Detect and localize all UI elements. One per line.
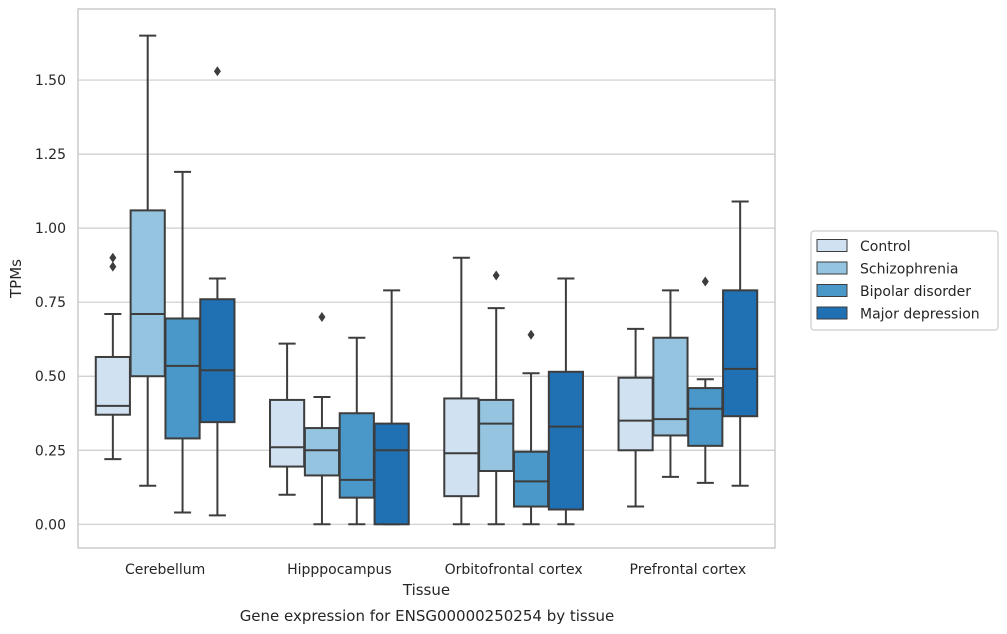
box-body	[722, 289, 759, 418]
box-bipolar-disorder	[338, 336, 375, 526]
y-tick-label: 0.75	[35, 295, 66, 311]
box-body	[303, 427, 341, 477]
box-body	[652, 336, 689, 437]
box-body	[547, 370, 584, 511]
outlier-point	[318, 312, 326, 322]
box-body	[617, 376, 654, 452]
box-body	[199, 298, 236, 424]
chart-caption: Gene expression for ENSG00000250254 by t…	[240, 607, 615, 625]
box-bipolar-disorder	[164, 170, 201, 514]
legend-label: Control	[860, 239, 911, 255]
y-axis-ticks: 0.00 0.25 0.50 0.75 1.00 1.25 1.50	[35, 73, 66, 533]
legend-label: Major depression	[860, 307, 980, 323]
outlier-point	[701, 276, 709, 287]
box-control	[443, 256, 480, 526]
x-tick-label: Orbitofrontal cortex	[445, 562, 583, 578]
box-schizophrenia	[303, 312, 341, 526]
box-major-depression	[722, 200, 759, 487]
legend-item-schizophrenia: Schizophrenia	[816, 261, 958, 278]
box-major-depression	[547, 277, 584, 526]
box-groups	[94, 34, 759, 526]
outlier-point	[527, 329, 535, 340]
x-tick-label: Cerebellum	[125, 562, 205, 578]
plot-area	[77, 8, 776, 549]
legend-frame	[810, 230, 999, 331]
x-tick-label: Hipppocampus	[287, 562, 392, 578]
outlier-point	[213, 66, 221, 77]
box-bipolar-disorder	[512, 329, 550, 526]
y-tick-label: 0.50	[35, 369, 66, 385]
outlier-point	[492, 270, 500, 281]
legend: Control Schizophrenia Bipolar disorder Majo…	[810, 230, 999, 331]
box-major-depression	[199, 66, 236, 517]
box-control	[617, 327, 654, 508]
box-major-depression	[373, 289, 410, 526]
legend-label: Bipolar disorder	[860, 284, 971, 300]
box-schizophrenia	[478, 270, 515, 526]
box-bipolar-disorder	[687, 276, 724, 484]
y-tick-label: 1.25	[35, 147, 66, 163]
box-control	[94, 252, 131, 461]
legend-swatch	[816, 284, 848, 297]
box-body	[338, 412, 375, 499]
x-axis-ticks: Cerebellum Hipppocampus Orbitofrontal cort…	[125, 562, 746, 578]
box-body	[129, 209, 166, 378]
box-body	[269, 398, 306, 468]
box-schizophrenia	[129, 34, 166, 487]
y-tick-label: 1.00	[35, 221, 66, 237]
y-tick-label: 0.00	[35, 517, 66, 533]
box-group-orbitofrontal-cortex	[443, 256, 584, 526]
box-group-cerebellum	[94, 34, 236, 517]
x-axis-label: Tissue	[402, 581, 450, 599]
legend-swatch	[816, 239, 848, 252]
box-control	[269, 342, 306, 496]
box-schizophrenia	[652, 289, 689, 478]
legend-swatch	[816, 306, 848, 320]
box-group-hipppocampus	[269, 289, 410, 526]
box-body	[373, 422, 410, 526]
box-body	[164, 317, 201, 440]
outlier-point	[109, 261, 117, 272]
y-tick-label: 1.50	[35, 73, 66, 89]
y-axis-label: TPMs	[7, 259, 25, 299]
legend-swatch	[816, 261, 848, 275]
legend-item-control: Control	[816, 239, 911, 255]
box-body	[443, 397, 480, 498]
box-body	[478, 398, 515, 472]
box-body	[512, 450, 550, 508]
outlier-point	[109, 252, 117, 263]
box-group-prefrontal-cortex	[617, 200, 759, 508]
x-tick-label: Prefrontal cortex	[630, 562, 747, 578]
legend-label: Schizophrenia	[860, 262, 958, 278]
legend-item-major-depression: Major depression	[816, 306, 980, 323]
legend-item-bipolar-disorder: Bipolar disorder	[816, 284, 971, 300]
y-tick-label: 0.25	[35, 443, 66, 459]
box-body	[687, 387, 724, 447]
